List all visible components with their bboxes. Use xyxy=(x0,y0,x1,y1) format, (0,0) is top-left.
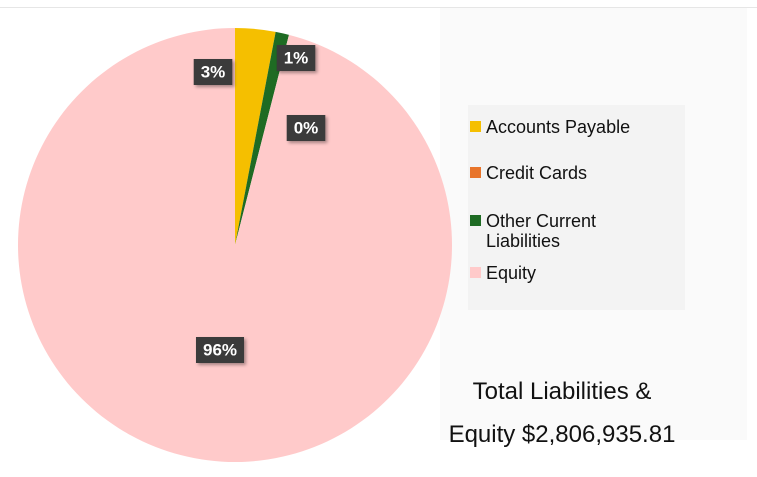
divider xyxy=(0,7,757,8)
data-label-box xyxy=(276,45,316,71)
data-label-text: 96% xyxy=(203,340,237,359)
pie-slice xyxy=(235,28,276,245)
data-label-box xyxy=(193,59,233,85)
data-label: 0% xyxy=(286,115,326,141)
pie-slice xyxy=(17,28,452,463)
data-label-text: 0% xyxy=(294,118,319,137)
legend-label: Accounts Payable xyxy=(486,117,631,137)
legend-swatch xyxy=(470,121,481,132)
legend-item: Credit Cards xyxy=(468,163,668,183)
data-label: 96% xyxy=(195,337,245,363)
legend-swatch xyxy=(470,167,481,178)
legend: Accounts Payable Credit Cards Other Curren… xyxy=(468,105,685,310)
data-label-box xyxy=(286,115,326,141)
data-label-box xyxy=(195,337,245,363)
legend-label: Credit Cards xyxy=(486,163,588,183)
total-text: Total Liabilities & Equity $2,806,935.81 xyxy=(448,378,676,448)
legend-label: Equity xyxy=(486,263,537,283)
data-label-text: 1% xyxy=(284,48,309,67)
legend-swatch xyxy=(470,267,481,278)
data-label-text: 3% xyxy=(201,62,226,81)
legend-swatch xyxy=(470,215,481,226)
data-label: 3% xyxy=(193,59,233,85)
pie-slice xyxy=(235,31,289,246)
data-label: 1% xyxy=(276,45,316,71)
legend-item: Equity xyxy=(468,263,668,283)
legend-item: Accounts Payable xyxy=(468,117,668,137)
legend-label: Other Current Liabilities xyxy=(486,211,597,251)
legend-item: Other Current Liabilities xyxy=(468,211,668,251)
